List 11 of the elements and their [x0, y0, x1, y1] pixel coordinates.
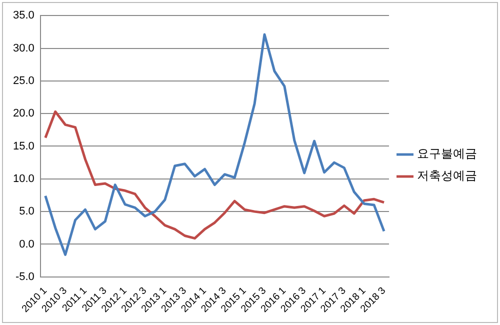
y-tick-label: 0.0 — [19, 238, 34, 250]
y-tick-label: 15.0 — [12, 140, 34, 152]
y-tick-label: 30.0 — [12, 42, 34, 54]
y-tick-label: 10.0 — [12, 172, 34, 185]
legend-label: 요구불예금 — [417, 146, 477, 161]
y-tick-label: 35.0 — [12, 10, 34, 22]
y-tick-label: -5.0 — [15, 270, 34, 283]
y-tick-label: 20.0 — [12, 108, 34, 120]
y-tick-label: 5.0 — [19, 206, 34, 218]
y-tick-label: 25.0 — [12, 74, 34, 87]
legend-label: 저축성예금 — [417, 168, 477, 183]
